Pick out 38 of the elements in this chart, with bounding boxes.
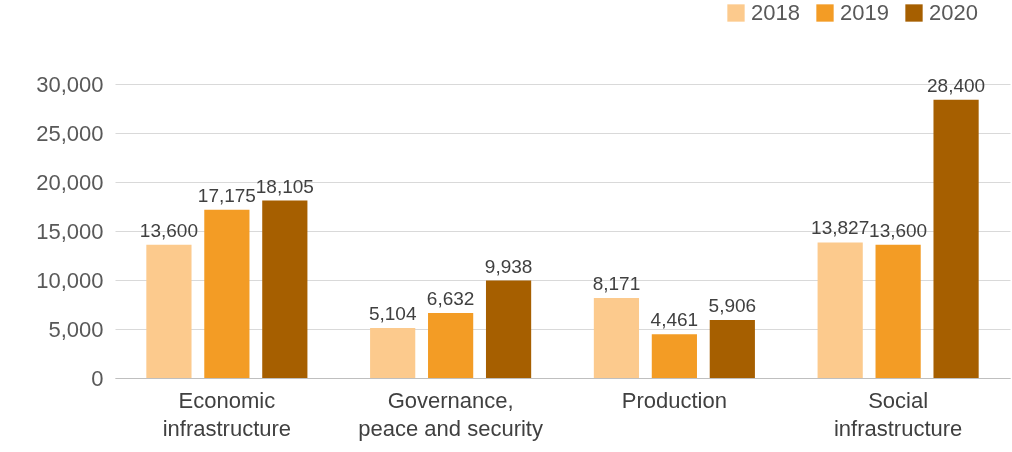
y-tick-label: 10,000 [36, 267, 104, 293]
bar [485, 280, 532, 378]
bar [817, 242, 863, 378]
legend-label: 2020 [929, 0, 978, 25]
bar [875, 244, 921, 378]
data-label: 18,105 [255, 175, 314, 197]
legend-label: 2019 [840, 0, 889, 25]
bar [370, 327, 416, 378]
x-tick-label: Governance, peace and security [358, 387, 543, 441]
y-tick-label: 30,000 [36, 71, 104, 97]
y-tick-label: 25,000 [36, 120, 104, 146]
data-label: 5,104 [368, 302, 417, 324]
bar [709, 320, 755, 378]
x-tick-label: Production [621, 387, 727, 413]
y-tick-label: 15,000 [36, 218, 104, 244]
x-tick-label: Social infrastructure [833, 387, 963, 441]
data-label: 5,906 [708, 295, 757, 317]
bar [651, 334, 697, 378]
legend-label: 2018 [751, 0, 800, 25]
data-label: 13,600 [869, 219, 928, 241]
bar [262, 200, 308, 378]
data-label: 17,175 [197, 184, 256, 206]
data-label: 13,827 [811, 217, 870, 239]
y-tick-label: 0 [91, 365, 104, 391]
bar [593, 297, 640, 378]
y-tick-label: 20,000 [36, 169, 104, 195]
data-label: 8,171 [592, 272, 641, 294]
data-label: 28,400 [927, 74, 986, 96]
bar [428, 313, 474, 378]
data-label: 9,938 [484, 255, 533, 277]
bar [933, 99, 979, 378]
data-label: 6,632 [426, 288, 475, 310]
data-label: 13,600 [139, 219, 198, 241]
bar [146, 244, 192, 378]
bar [204, 209, 250, 378]
x-tick-label: Economic infrastructure [162, 387, 292, 441]
y-tick-label: 5,000 [48, 316, 104, 342]
data-label: 4,461 [650, 309, 699, 331]
